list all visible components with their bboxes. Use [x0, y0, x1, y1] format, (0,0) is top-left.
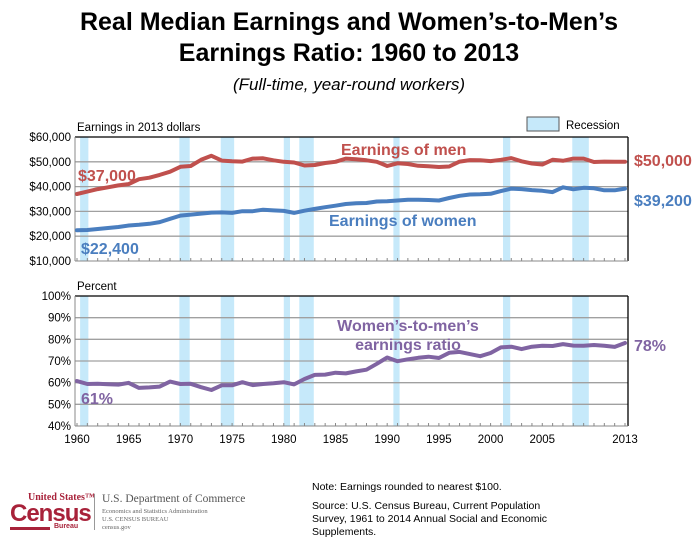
- logo-united-states: United States™: [28, 492, 95, 503]
- x-tick-label: 1975: [219, 434, 245, 446]
- recession-legend-label: Recession: [566, 120, 620, 132]
- earnings-recession-band: [502, 137, 511, 261]
- chart-title-line-1: Real Median Earnings and Women’s-to-Men’…: [79, 8, 619, 36]
- x-tick-label: 1965: [116, 434, 142, 446]
- logo-bureau: Bureau: [54, 523, 79, 530]
- earnings-recession-band: [283, 137, 290, 261]
- earnings-recession-band: [572, 137, 589, 261]
- earnings-y-tick-label: $60,000: [29, 132, 71, 144]
- earnings-y-tick-label: $20,000: [29, 231, 71, 243]
- ratio-y-tick-label: 70%: [48, 356, 71, 368]
- x-tick-label: 2000: [478, 434, 504, 446]
- x-tick-label: 1980: [271, 434, 297, 446]
- earnings-chart: $10,000 $20,000 $30,000 $40,000 $50,000 $60,0…: [29, 122, 692, 268]
- ratio-y-tick-label: 100%: [42, 291, 71, 303]
- ratio-y-axis-title: Percent: [77, 281, 117, 293]
- logo-department: U.S. Department of Commerce: [102, 493, 246, 505]
- ratio-y-tick-label: 50%: [48, 399, 71, 411]
- logo-esa: Economics and Statistics Administration: [102, 508, 208, 515]
- chart-subtitle: (Full-time, year-round workers): [232, 75, 466, 94]
- logo-census-bureau: U.S. CENSUS BUREAU: [102, 516, 169, 523]
- women-end-label: $39,200: [634, 193, 692, 210]
- ratio-y-tick-label: 90%: [48, 313, 71, 325]
- ratio-series-label-line-1: Women’s-to-men’s: [337, 318, 479, 335]
- earnings-recession-band: [299, 137, 314, 261]
- men-earnings-line: [75, 153, 627, 196]
- ratio-y-tick-label: 40%: [48, 421, 71, 433]
- earnings-recession-band: [80, 137, 89, 261]
- ratio-start-label: 61%: [81, 391, 113, 408]
- chart-title-line-2: Earnings Ratio: 1960 to 2013: [178, 39, 520, 67]
- women-earnings-line: [75, 185, 627, 233]
- ratio-y-tick-label: 80%: [48, 334, 71, 346]
- men-end-label: $50,000: [634, 153, 692, 170]
- women-start-label: $22,400: [81, 241, 139, 258]
- men-series-label: Earnings of men: [341, 142, 466, 159]
- earnings-y-tick-label: $30,000: [29, 206, 71, 218]
- ratio-series-label-line-2: earnings ratio: [355, 337, 461, 354]
- earnings-y-tick-label: $50,000: [29, 157, 71, 169]
- women-series-label: Earnings of women: [329, 213, 477, 230]
- ratio-chart: 40% 50% 60% 70% 80% 90% 100% Percent 61% 78% Women…: [42, 281, 666, 446]
- men-start-label: $37,000: [78, 168, 136, 185]
- x-tick-label: 1960: [64, 434, 90, 446]
- x-tick-label: 1990: [374, 434, 400, 446]
- logo-bar: [10, 527, 50, 530]
- note-text: Note: Earnings rounded to nearest $100.: [312, 481, 502, 493]
- recession-legend: Recession: [526, 116, 620, 132]
- x-tick-label: 1995: [426, 434, 452, 446]
- earnings-y-tick-label: $10,000: [29, 256, 71, 268]
- recession-legend-swatch: [526, 116, 560, 132]
- ratio-end-label: 78%: [634, 338, 666, 355]
- earnings-recession-band: [220, 137, 235, 261]
- x-tick-label: 1985: [323, 434, 349, 446]
- logo-website: census.gov: [102, 524, 131, 531]
- earnings-y-tick-label: $40,000: [29, 182, 71, 194]
- ratio-line: [75, 341, 627, 392]
- logo-census: Census: [10, 500, 92, 527]
- census-logo: United States™ Census Bureau U.S. Depart…: [6, 492, 246, 532]
- source-text: Source: U.S. Census Bureau, Current Popu…: [312, 500, 548, 538]
- earnings-recession-band: [179, 137, 190, 261]
- x-tick-label: 1970: [168, 434, 194, 446]
- x-tick-label: 2013: [612, 434, 638, 446]
- earnings-y-axis-title: Earnings in 2013 dollars: [77, 122, 201, 134]
- ratio-y-tick-label: 60%: [48, 378, 71, 390]
- x-tick-label: 2005: [529, 434, 555, 446]
- logo-separator: [94, 494, 95, 530]
